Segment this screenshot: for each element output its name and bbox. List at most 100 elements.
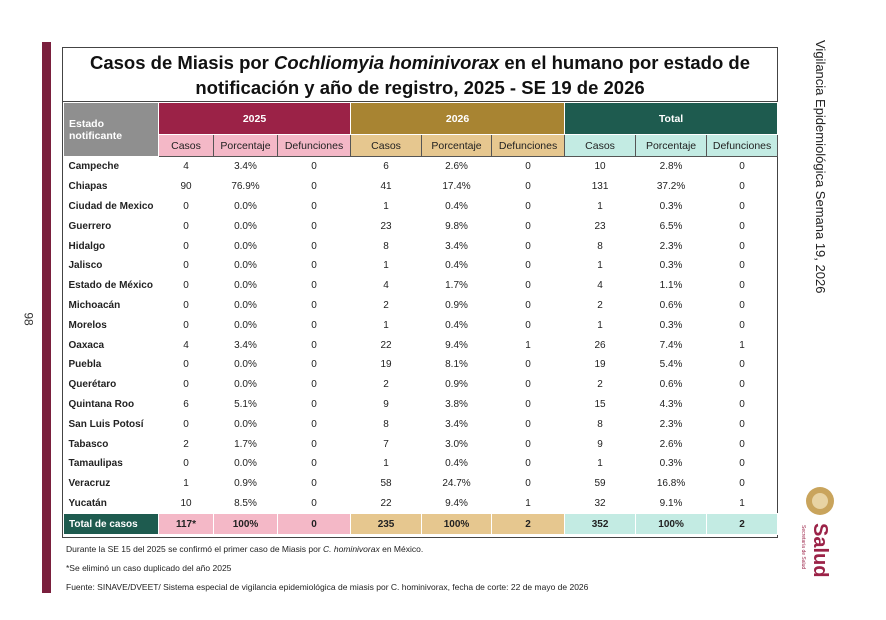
- data-row: Tabasco 2 1.7% 0 7 3.0% 0 9 2.6% 0: [64, 434, 778, 454]
- state-name: Tamaulipas: [68, 458, 123, 470]
- cell: 8: [597, 240, 603, 252]
- cell: 32: [594, 497, 606, 509]
- total-cell: 352: [564, 513, 637, 536]
- cell: 5.1%: [234, 398, 257, 410]
- table-box: Casos de Miasis por Cochliomyia hominivo…: [62, 47, 779, 538]
- cell: 37.2%: [656, 181, 686, 193]
- cell: 10: [180, 497, 192, 509]
- cell: 0: [311, 339, 317, 351]
- data-row: Ciudad de Mexico 0 0.0% 0 1 0.4% 0 1 0.3% 0: [64, 197, 778, 217]
- cell: 0.3%: [659, 260, 683, 272]
- cell: 0: [183, 260, 189, 272]
- cell: 1: [383, 319, 389, 331]
- cell: 0: [739, 299, 745, 311]
- data-row: Yucatán 10 8.5% 0 22 9.4% 1 32 9.1% 1: [64, 494, 778, 514]
- cell: 0.9%: [234, 478, 257, 490]
- cell: 90: [180, 181, 192, 193]
- cell: 0.3%: [659, 319, 683, 331]
- cell: 1: [383, 458, 389, 470]
- cell: 0: [739, 200, 745, 212]
- cell: 0.9%: [445, 379, 468, 391]
- cell: 131: [591, 181, 609, 193]
- total-cell: 100%: [635, 513, 708, 536]
- cell: 0: [311, 379, 317, 391]
- cell: 15: [594, 398, 606, 410]
- cell: 1: [383, 200, 389, 212]
- cell: 0: [183, 200, 189, 212]
- cell: 3.4%: [445, 240, 468, 252]
- cell: 0: [183, 280, 189, 292]
- cell: 0: [739, 458, 745, 470]
- note-text: en México.: [382, 544, 424, 554]
- column-header: Defunciones: [276, 134, 352, 157]
- data-row: Morelos 0 0.0% 0 1 0.4% 0 1 0.3% 0: [64, 315, 778, 335]
- cell: 58: [380, 478, 392, 490]
- cell: 0.6%: [659, 299, 683, 311]
- cell: 1: [597, 200, 603, 212]
- cell: 23: [380, 220, 392, 232]
- cell: 0: [311, 478, 317, 490]
- cell: 0.0%: [234, 379, 257, 391]
- cell: 0.0%: [234, 240, 257, 252]
- logo-name: Salud: [809, 523, 831, 577]
- cell: 6.5%: [659, 220, 683, 232]
- state-name: Estado de México: [68, 280, 153, 292]
- cell: 26: [594, 339, 606, 351]
- cell: 0: [525, 438, 531, 450]
- cell: 9.8%: [445, 220, 468, 232]
- cell: 23: [594, 220, 606, 232]
- cell: 0.4%: [445, 458, 468, 470]
- cell: 9.4%: [445, 497, 468, 509]
- state-name: Morelos: [68, 319, 107, 331]
- cell: 0: [525, 458, 531, 470]
- cell: 0.6%: [659, 379, 683, 391]
- cell: 0: [739, 220, 745, 232]
- cell: 0: [739, 418, 745, 430]
- cell: 0: [311, 359, 317, 371]
- cell: 0.0%: [234, 418, 257, 430]
- cell: 0: [311, 280, 317, 292]
- cell: 0: [525, 398, 531, 410]
- note-text: Durante la SE 15 del 2025 se confirmó el…: [66, 544, 321, 554]
- cell: 8: [383, 240, 389, 252]
- column-header: Defunciones: [706, 134, 779, 157]
- cell: 0: [525, 240, 531, 252]
- data-row: Puebla 0 0.0% 0 19 8.1% 0 19 5.4% 0: [64, 355, 778, 375]
- cell: 0: [183, 418, 189, 430]
- cell: 0: [739, 359, 745, 371]
- cell: 17.4%: [442, 181, 471, 193]
- cell: 0.4%: [445, 200, 468, 212]
- cell: 0: [311, 240, 317, 252]
- state-name: Jalisco: [68, 260, 103, 272]
- cell: 0: [525, 319, 531, 331]
- page-number: 98: [21, 312, 36, 326]
- cell: 0: [525, 260, 531, 272]
- cell: 0: [311, 220, 317, 232]
- cell: 1: [183, 478, 189, 490]
- cell: 0: [311, 299, 317, 311]
- note: *Se eliminó un caso duplicado del año 20…: [66, 563, 232, 573]
- cell: 0: [739, 478, 745, 490]
- cell: 0.0%: [234, 319, 257, 331]
- state-name: Hidalgo: [68, 240, 106, 252]
- cell: 0: [739, 181, 745, 193]
- cell: 1: [739, 339, 745, 351]
- column-header: Defunciones: [491, 134, 566, 157]
- cell: 9: [597, 438, 603, 450]
- column-header: Porcentaje: [635, 134, 708, 157]
- cell: 59: [594, 478, 606, 490]
- side-text: Vigilancia Epidemiológica Semana 19, 202…: [813, 40, 828, 294]
- state-name: Quintana Roo: [68, 398, 135, 410]
- cell: 2.3%: [659, 240, 683, 252]
- column-header: Casos: [350, 134, 423, 157]
- cell: 4: [183, 339, 189, 351]
- cell: 4: [383, 280, 389, 292]
- cell: 2.3%: [659, 418, 683, 430]
- cell: 0: [183, 379, 189, 391]
- cell: 10: [594, 161, 606, 173]
- row-label-header: Estado notificante: [63, 102, 159, 157]
- total-row: Total de casos 117* 100% 0 235 100% 2 352 100% 2: [63, 513, 779, 536]
- total-cell: 2: [706, 513, 779, 536]
- data-table: Estado notificante 2025 2026 Total Casos Porc…: [63, 102, 779, 536]
